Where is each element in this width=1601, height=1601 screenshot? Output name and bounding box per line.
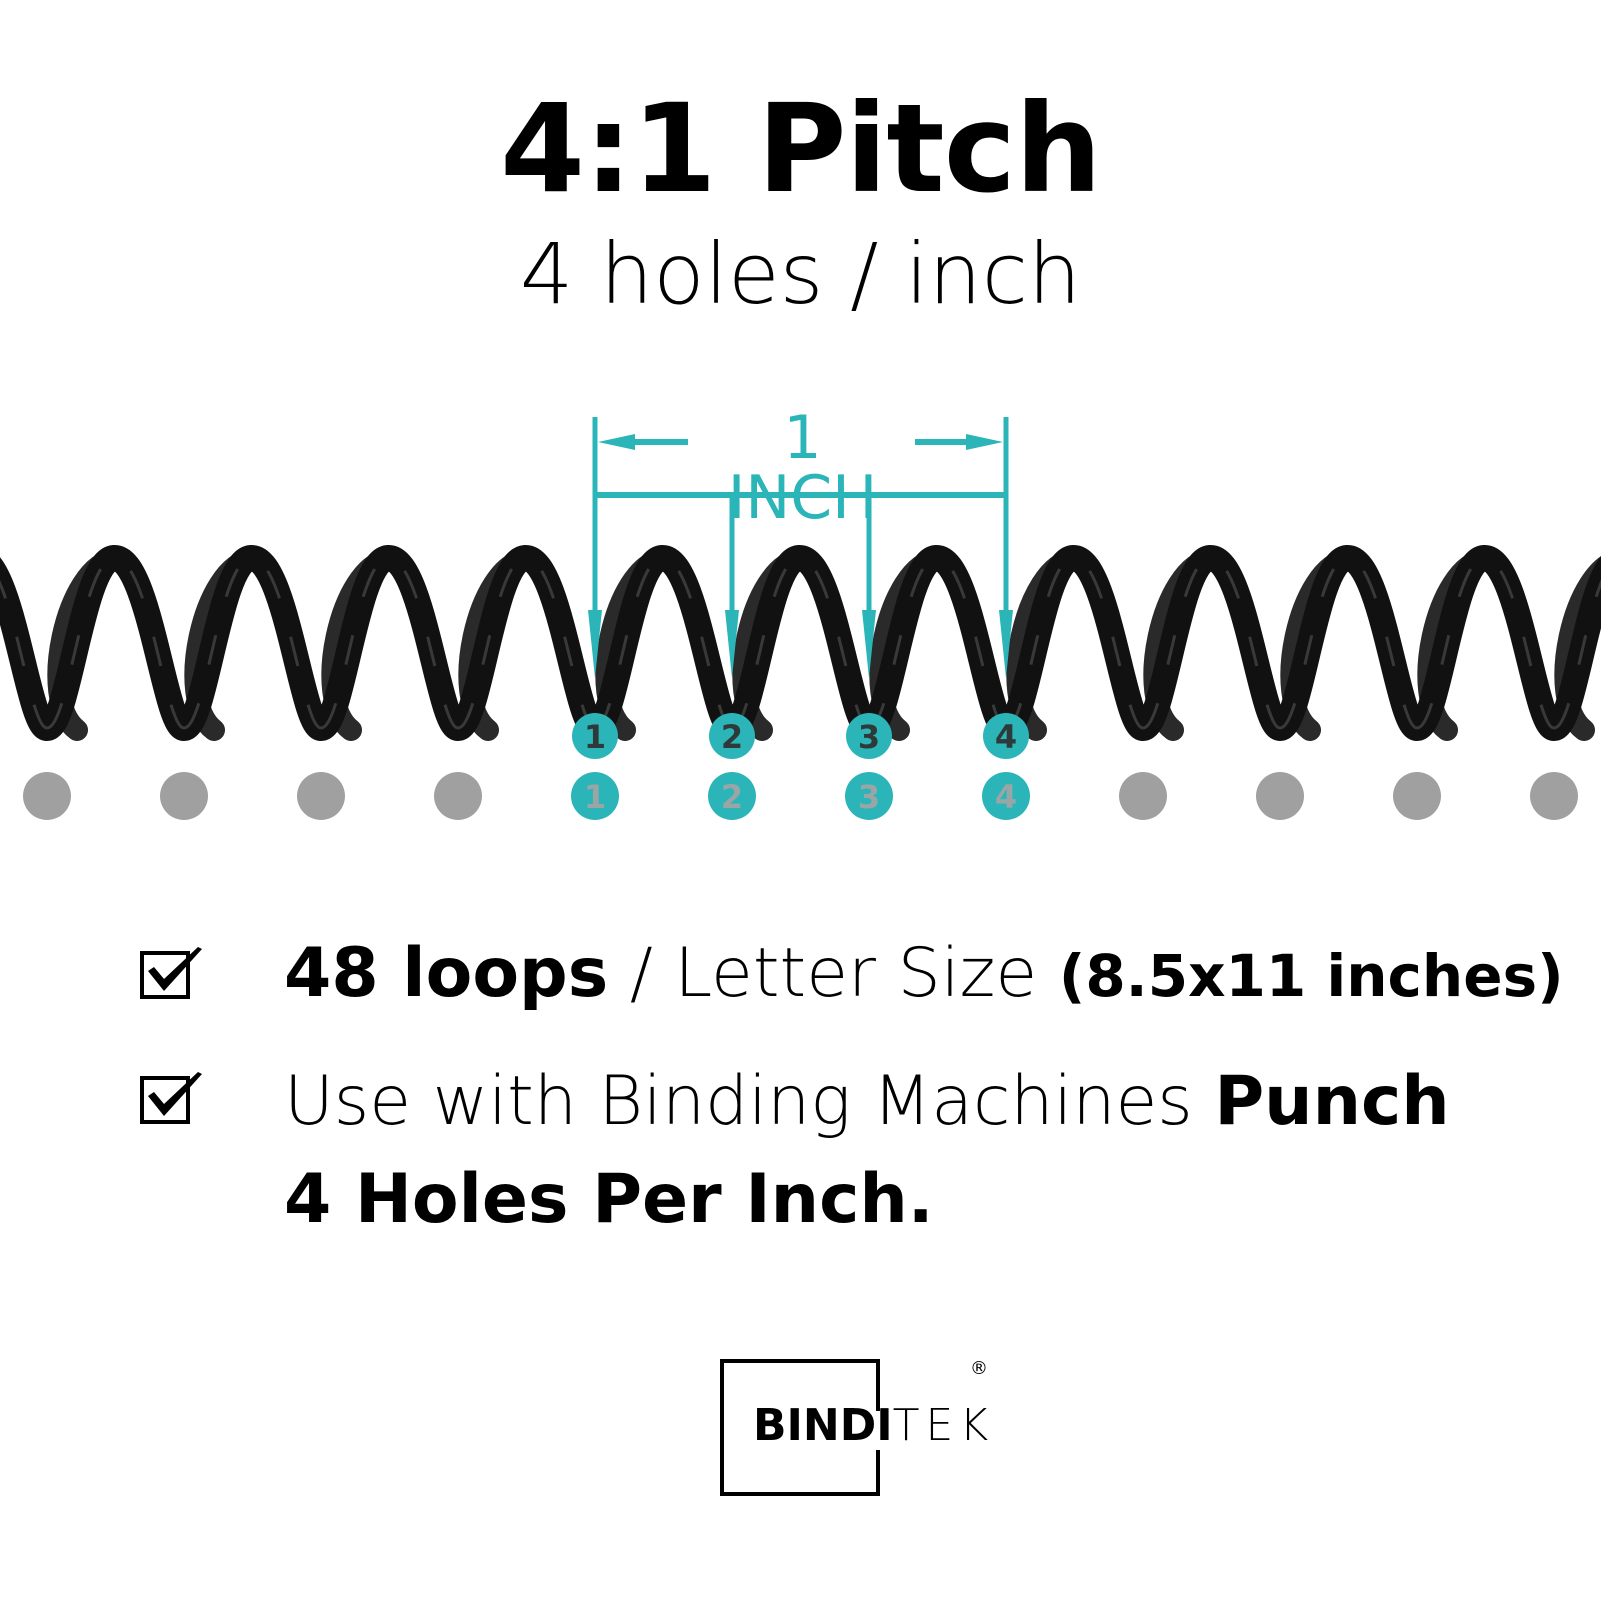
arrow-down-icon (588, 610, 602, 678)
coil-loop-number: 4 (995, 718, 1017, 756)
logo-frame (876, 1450, 880, 1496)
punch-hole (160, 772, 208, 820)
arrow-down-icon (862, 610, 876, 678)
punch-hole-number: 3 (858, 778, 880, 816)
coil-loop-number: 1 (584, 718, 606, 756)
dimension-markers (588, 417, 1013, 678)
registered-mark: ® (970, 1358, 988, 1379)
punch-holes: 1 1 2 2 3 3 4 4 (23, 713, 1578, 820)
punch-hole-number: 1 (584, 778, 606, 816)
punch-hole (1256, 772, 1304, 820)
punch-hole-marked (708, 772, 756, 820)
checkbox-checked-icon (140, 1072, 202, 1124)
punch-hole (1530, 772, 1578, 820)
punch-hole-number: 2 (721, 778, 743, 816)
brand-logo: BINDITEK (753, 1400, 995, 1451)
punch-hole (434, 772, 482, 820)
coil-loop-number: 2 (721, 718, 743, 756)
arrow-left-icon (598, 434, 635, 450)
punch-hole (1119, 772, 1167, 820)
punch-hole-number: 4 (995, 778, 1017, 816)
punch-hole (297, 772, 345, 820)
coil-loop-number-badge (709, 713, 755, 759)
logo-frame (720, 1359, 880, 1496)
feature-loops: 48 loops / Letter Size (8.5x11 inches) (284, 934, 1564, 1013)
coil-loop-number-badge (572, 713, 618, 759)
coil-loop-number-badge (846, 713, 892, 759)
punch-hole-marked (845, 772, 893, 820)
coil-back-strand (47, 549, 1601, 741)
arrow-down-icon (725, 610, 739, 678)
feature-machines: Use with Binding Machines Punch (284, 1062, 1450, 1141)
spiral-coil (0, 545, 1601, 741)
coil-front-strand (0, 545, 1601, 741)
punch-hole-marked (571, 772, 619, 820)
punch-hole (1393, 772, 1441, 820)
coil-loop-number-badge (983, 713, 1029, 759)
coil-loop-number: 3 (858, 718, 880, 756)
punch-hole (23, 772, 71, 820)
page-title: 4:1 Pitch (500, 78, 1102, 220)
feature-machines-line2: 4 Holes Per Inch. (284, 1160, 934, 1239)
punch-hole-marked (982, 772, 1030, 820)
arrow-down-icon (999, 610, 1013, 678)
arrow-right-icon (966, 434, 1003, 450)
dimension-label: 1 INCH (727, 403, 878, 533)
logo-frame (876, 1359, 880, 1411)
page-subtitle: 4 holes / inch (519, 225, 1082, 323)
checkbox-checked-icon (140, 947, 202, 999)
